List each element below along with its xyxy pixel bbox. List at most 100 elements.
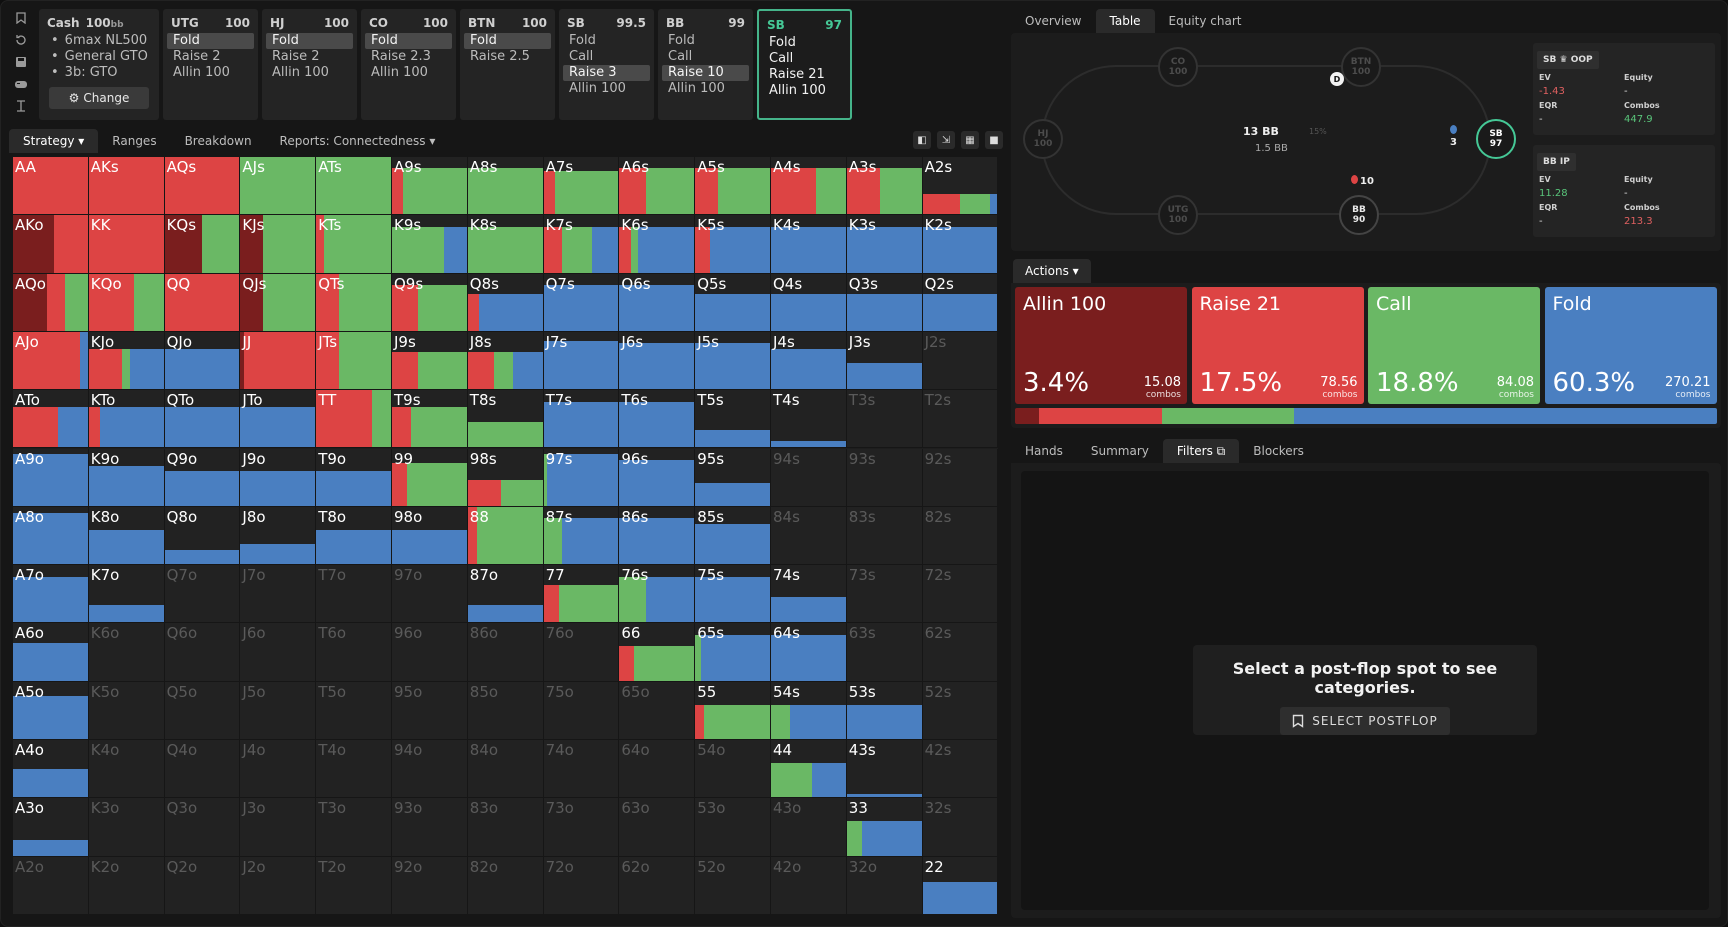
hand-cell[interactable]: A4o bbox=[13, 740, 89, 799]
hand-cell[interactable]: K5s bbox=[695, 215, 771, 274]
hand-cell[interactable]: A3o bbox=[13, 798, 89, 857]
hand-cell[interactable]: K9o bbox=[88, 448, 165, 507]
action-option[interactable]: Allin 100 bbox=[272, 65, 329, 80]
hand-cell[interactable]: ATs bbox=[316, 157, 392, 216]
hand-cell[interactable]: T3o bbox=[316, 798, 392, 857]
action-option[interactable]: Fold bbox=[464, 33, 551, 49]
hand-cell[interactable]: 74s bbox=[771, 565, 847, 624]
hand-cell[interactable]: 98s bbox=[467, 448, 544, 507]
action-option[interactable]: Fold bbox=[668, 33, 695, 48]
hand-cell[interactable]: 86s bbox=[619, 506, 696, 566]
hand-cell[interactable]: AKo bbox=[13, 215, 89, 274]
tab-summary[interactable]: Summary bbox=[1090, 444, 1149, 458]
hand-cell[interactable]: A7s bbox=[543, 157, 620, 216]
hand-cell[interactable]: 62s bbox=[922, 623, 999, 682]
hand-cell[interactable]: 92s bbox=[922, 448, 999, 507]
hand-cell[interactable]: J9o bbox=[240, 448, 317, 507]
seat-bb[interactable]: BB 90 bbox=[1339, 195, 1379, 235]
hand-cell[interactable]: 77 bbox=[543, 565, 620, 624]
seat-btn[interactable]: BTN 100 bbox=[1341, 47, 1381, 87]
hand-cell[interactable]: J8o bbox=[240, 506, 317, 566]
action-box[interactable]: Raise 21 17.5% 78.56 combos bbox=[1191, 287, 1364, 404]
hand-cell[interactable]: 76s bbox=[619, 565, 696, 624]
hand-cell[interactable]: Q2s bbox=[922, 273, 999, 332]
hand-cell[interactable]: AJo bbox=[13, 331, 89, 391]
hand-cell[interactable]: K8o bbox=[88, 506, 165, 566]
hand-cell[interactable]: 64s bbox=[771, 623, 847, 682]
hand-cell[interactable]: K7o bbox=[88, 565, 165, 624]
hand-cell[interactable]: A3s bbox=[846, 157, 923, 216]
hand-cell[interactable]: TT bbox=[316, 390, 392, 449]
hand-cell[interactable]: 96o bbox=[392, 623, 468, 682]
hand-cell[interactable]: 54s bbox=[771, 681, 847, 740]
hand-cell[interactable]: Q9s bbox=[392, 273, 468, 332]
hand-cell[interactable]: 95s bbox=[695, 448, 771, 507]
hand-cell[interactable]: 82o bbox=[467, 856, 544, 915]
hand-cell[interactable]: 53o bbox=[695, 798, 771, 857]
position-card-co[interactable]: CO 100 Fold Raise 2.3 Allin 100 bbox=[361, 9, 456, 120]
action-option[interactable]: Fold bbox=[769, 35, 796, 50]
action-option[interactable]: Fold bbox=[167, 33, 254, 49]
hand-cell[interactable]: Q3o bbox=[164, 798, 241, 857]
hand-cell[interactable]: 72o bbox=[543, 856, 620, 915]
action-option[interactable]: Raise 21 bbox=[769, 67, 825, 82]
hand-cell[interactable]: KTo bbox=[88, 390, 165, 449]
hand-cell[interactable]: Q6s bbox=[619, 273, 696, 332]
hand-cell[interactable]: A4s bbox=[771, 157, 847, 216]
hand-cell[interactable]: 63o bbox=[619, 798, 696, 857]
hand-cell[interactable]: K4o bbox=[88, 740, 165, 799]
hand-cell[interactable]: 65o bbox=[619, 681, 696, 740]
hand-cell[interactable]: 54o bbox=[695, 740, 771, 799]
square-icon[interactable]: ■ bbox=[985, 131, 1003, 149]
hand-cell[interactable]: J6o bbox=[240, 623, 317, 682]
hand-cell[interactable]: 75o bbox=[543, 681, 620, 740]
hand-cell[interactable]: 22 bbox=[922, 856, 999, 915]
hand-cell[interactable]: 75s bbox=[695, 565, 771, 624]
hand-cell[interactable]: T2s bbox=[922, 390, 999, 449]
action-box[interactable]: Fold 60.3% 270.21 combos bbox=[1544, 287, 1717, 404]
hand-cell[interactable]: 96s bbox=[619, 448, 696, 507]
grid-icon[interactable]: ▦ bbox=[961, 131, 979, 149]
hand-cell[interactable]: 52s bbox=[922, 681, 999, 740]
seat-hj[interactable]: HJ 100 bbox=[1023, 119, 1063, 159]
action-option[interactable]: Raise 2 bbox=[173, 49, 221, 64]
hand-cell[interactable]: Q6o bbox=[164, 623, 241, 682]
action-option[interactable]: Call bbox=[769, 51, 794, 66]
hand-cell[interactable]: KQo bbox=[88, 273, 165, 332]
hand-cell[interactable]: 82s bbox=[922, 506, 999, 566]
hand-cell[interactable]: K6s bbox=[619, 215, 696, 274]
hand-cell[interactable]: J4o bbox=[240, 740, 317, 799]
hand-cell[interactable]: KTs bbox=[316, 215, 392, 274]
hand-cell[interactable]: Q7s bbox=[543, 273, 620, 332]
text-cursor-icon[interactable] bbox=[13, 99, 29, 113]
hand-cell[interactable]: QTo bbox=[164, 390, 241, 449]
hand-cell[interactable]: A6s bbox=[619, 157, 696, 216]
hand-cell[interactable]: 97s bbox=[543, 448, 620, 507]
hand-cell[interactable]: J9s bbox=[392, 331, 468, 391]
hand-cell[interactable]: QTs bbox=[316, 273, 392, 332]
hand-cell[interactable]: 99 bbox=[392, 448, 468, 507]
hand-cell[interactable]: T7o bbox=[316, 565, 392, 624]
hand-cell[interactable]: 83o bbox=[467, 798, 544, 857]
hand-cell[interactable]: J7o bbox=[240, 565, 317, 624]
contrast-icon[interactable]: ◧ bbox=[913, 131, 931, 149]
hand-cell[interactable]: K8s bbox=[467, 215, 544, 274]
hand-cell[interactable]: J7s bbox=[543, 331, 620, 391]
action-option[interactable]: Allin 100 bbox=[569, 81, 626, 96]
hand-cell[interactable]: 72s bbox=[922, 565, 999, 624]
hand-cell[interactable]: 94o bbox=[392, 740, 468, 799]
hand-cell[interactable]: 84s bbox=[771, 506, 847, 566]
tab-overview[interactable]: Overview bbox=[1025, 14, 1082, 28]
hand-cell[interactable]: 42s bbox=[922, 740, 999, 799]
hand-cell[interactable]: 98o bbox=[392, 506, 468, 566]
hand-cell[interactable]: T5s bbox=[695, 390, 771, 449]
action-option[interactable]: Call bbox=[668, 49, 693, 64]
hand-cell[interactable]: 43s bbox=[846, 740, 923, 799]
action-option[interactable]: Raise 3 bbox=[563, 65, 650, 81]
tab-hands[interactable]: Hands bbox=[1025, 444, 1063, 458]
hand-cell[interactable]: T7s bbox=[543, 390, 620, 449]
hand-cell[interactable]: 52o bbox=[695, 856, 771, 915]
hand-cell[interactable]: QJs bbox=[240, 273, 317, 332]
hand-cell[interactable]: J3s bbox=[846, 331, 923, 391]
hand-cell[interactable]: J2s bbox=[922, 331, 999, 391]
